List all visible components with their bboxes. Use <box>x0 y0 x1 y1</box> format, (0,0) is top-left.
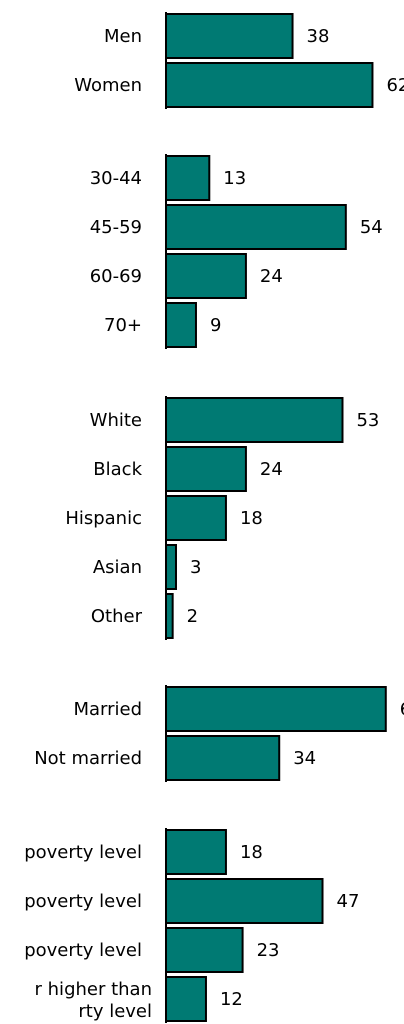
category-label: 60-69 <box>90 266 142 287</box>
category-label: Not married <box>34 748 142 769</box>
data-label: 24 <box>260 459 283 480</box>
data-label: 66 <box>400 699 404 720</box>
category-label: Hispanic <box>65 508 142 529</box>
bar <box>165 829 227 875</box>
bar <box>165 544 177 590</box>
bar <box>165 62 374 108</box>
data-label: 53 <box>356 410 379 431</box>
category-label: Black <box>93 459 142 480</box>
bar-group-1: 38 Men 62 Women <box>74 12 404 109</box>
bar <box>165 302 197 348</box>
category-label: poverty level <box>24 891 142 912</box>
bar <box>165 735 281 781</box>
bar <box>165 397 344 443</box>
category-label: Women <box>74 75 142 96</box>
category-label: Men <box>104 26 142 47</box>
data-label: 24 <box>260 266 283 287</box>
bar <box>165 927 244 973</box>
bar <box>165 686 387 732</box>
data-label: 3 <box>190 557 201 578</box>
bar <box>165 593 174 639</box>
data-label: 9 <box>210 315 221 336</box>
bar-group-2: 13 30-44 54 45-59 24 60-69 9 70+ <box>90 154 383 349</box>
data-label: 62 <box>386 75 404 96</box>
category-label: White <box>90 410 142 431</box>
bar <box>165 204 347 250</box>
category-label: poverty level <box>24 940 142 961</box>
category-label: 70+ <box>104 315 142 336</box>
bar <box>165 13 294 59</box>
data-label: 18 <box>240 842 263 863</box>
data-label: 47 <box>337 891 360 912</box>
category-label: r higher than rty level <box>35 979 152 1022</box>
bar <box>165 878 324 924</box>
category-label: poverty level <box>24 842 142 863</box>
bar <box>165 253 247 299</box>
category-label: Other <box>91 606 143 627</box>
data-label: 18 <box>240 508 263 529</box>
bar-group-4: 66 Married 34 Not married <box>34 685 404 782</box>
category-label: Married <box>73 699 142 720</box>
data-label: 13 <box>223 168 246 189</box>
data-label: 12 <box>220 989 243 1010</box>
bar-group-5: 18 poverty level 47 poverty level 23 poverty … <box>24 828 359 1023</box>
data-label: 54 <box>360 217 383 238</box>
category-label: Asian <box>93 557 142 578</box>
data-label: 34 <box>293 748 316 769</box>
bar <box>165 976 207 1022</box>
data-label: 23 <box>257 940 280 961</box>
category-label: 30-44 <box>90 168 142 189</box>
category-label: 45-59 <box>90 217 142 238</box>
data-label: 38 <box>307 26 330 47</box>
data-label: 2 <box>187 606 198 627</box>
bar <box>165 446 247 492</box>
bar-group-3: 53 White 24 Black 18 Hispanic 3 Asian 2 Other <box>65 396 379 640</box>
bar <box>165 495 227 541</box>
bar <box>165 155 211 201</box>
